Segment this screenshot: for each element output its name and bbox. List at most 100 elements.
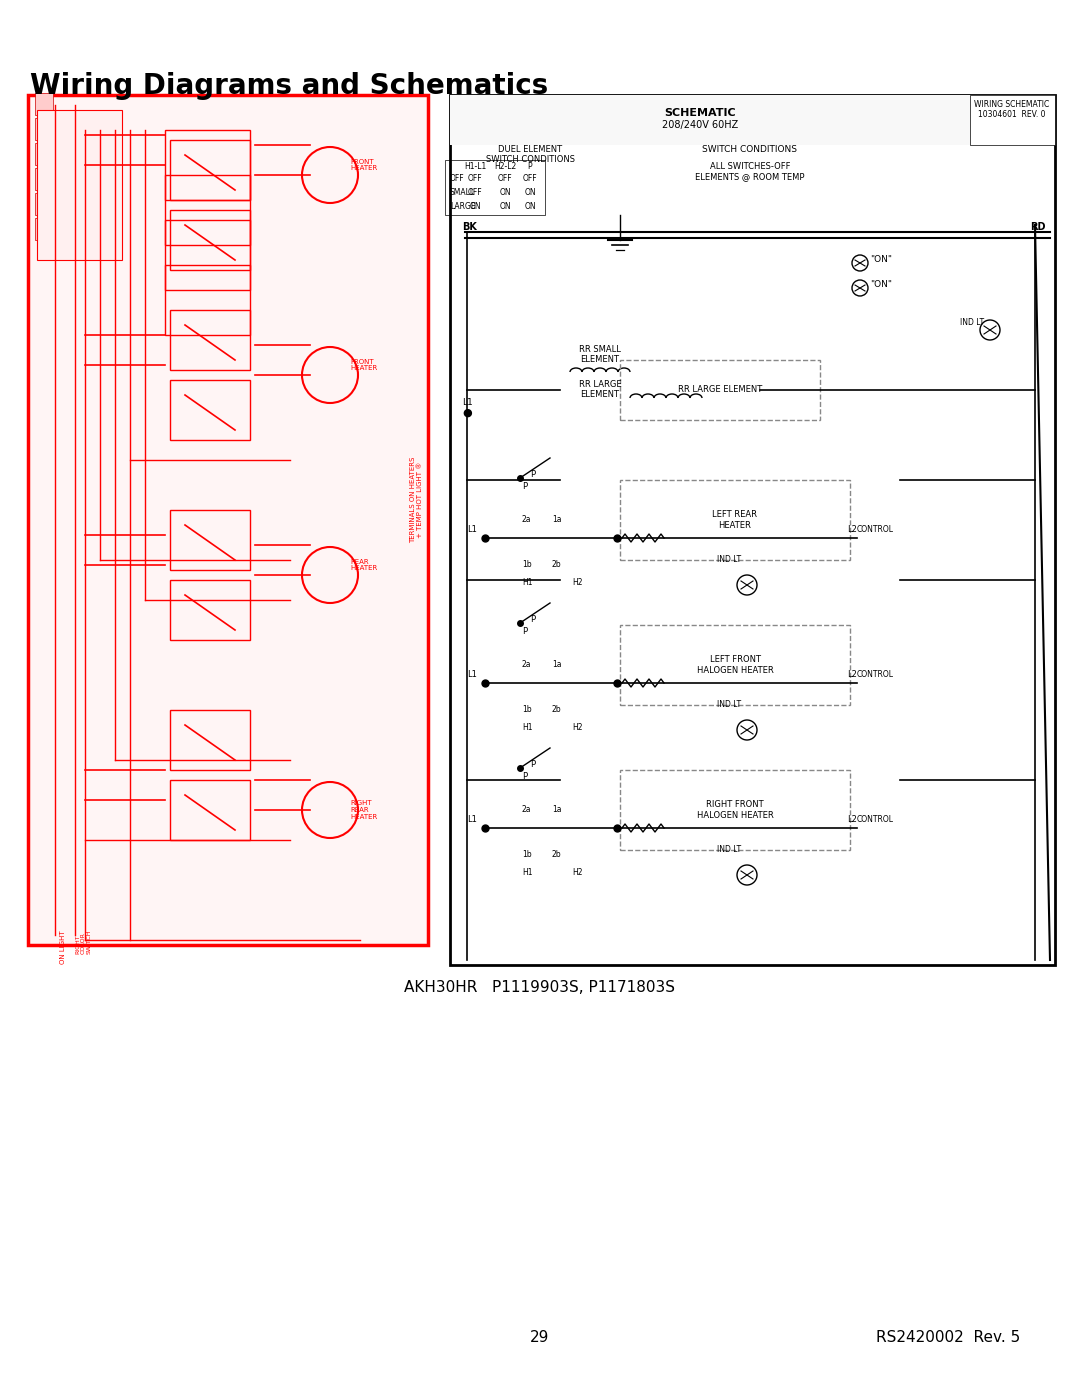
Text: L2: L2	[847, 814, 856, 824]
Text: LARGE: LARGE	[450, 203, 475, 211]
Text: ON LIGHT: ON LIGHT	[60, 930, 66, 964]
Text: H2-L2: H2-L2	[494, 162, 516, 170]
Text: OFF: OFF	[468, 189, 483, 197]
Text: L2: L2	[847, 671, 856, 679]
Text: H2: H2	[572, 724, 582, 732]
Text: RIGHT FRONT
HALOGEN HEATER: RIGHT FRONT HALOGEN HEATER	[697, 800, 773, 820]
Bar	[165, 219, 249, 291]
Text: 2a: 2a	[522, 515, 531, 524]
Text: 1b: 1b	[522, 705, 531, 714]
Text: 2b: 2b	[552, 705, 562, 714]
Text: IND LT: IND LT	[717, 845, 741, 854]
Text: H1: H1	[522, 578, 532, 587]
Text: 29: 29	[530, 1330, 550, 1345]
Bar	[35, 117, 53, 140]
Text: 2b: 2b	[552, 560, 562, 569]
Bar	[37, 110, 122, 260]
Text: ON: ON	[524, 203, 536, 211]
Bar	[170, 780, 249, 840]
Bar	[35, 168, 53, 190]
Text: P: P	[530, 469, 535, 479]
Text: L1: L1	[467, 814, 477, 824]
Text: IND LT: IND LT	[717, 700, 741, 710]
Text: + TEMP HOT LIGHT ®: + TEMP HOT LIGHT ®	[417, 462, 423, 538]
Text: RR SMALL
ELEMENT: RR SMALL ELEMENT	[579, 345, 621, 365]
Text: 1a: 1a	[552, 805, 562, 814]
Text: P: P	[522, 627, 527, 636]
Text: RD: RD	[1030, 222, 1045, 232]
Bar	[170, 310, 249, 370]
Text: L2: L2	[847, 525, 856, 534]
Text: RIGHT
COLOR
SWITCH: RIGHT COLOR SWITCH	[75, 930, 92, 954]
Text: ON: ON	[469, 203, 481, 211]
Text: SCHEMATIC: SCHEMATIC	[664, 108, 735, 117]
Text: 1a: 1a	[552, 515, 562, 524]
Text: IND LT: IND LT	[960, 319, 984, 327]
Text: 2a: 2a	[522, 659, 531, 669]
Bar	[450, 95, 1055, 965]
Text: L1: L1	[462, 398, 473, 407]
Text: OFF: OFF	[523, 175, 538, 183]
Text: L1: L1	[467, 671, 477, 679]
Text: FRONT
HEATER: FRONT HEATER	[350, 158, 377, 172]
Text: H1: H1	[522, 868, 532, 877]
Text: 1b: 1b	[522, 849, 531, 859]
Bar	[170, 140, 249, 200]
Text: REAR
HEATER: REAR HEATER	[350, 559, 377, 571]
Text: ON: ON	[524, 189, 536, 197]
Bar	[28, 95, 428, 944]
Bar	[170, 380, 249, 440]
Text: TERMINALS ON HEATERS: TERMINALS ON HEATERS	[410, 457, 416, 543]
Text: P: P	[528, 162, 532, 170]
Bar	[35, 94, 53, 115]
Text: P: P	[530, 760, 535, 768]
Bar	[165, 130, 249, 200]
Text: P: P	[522, 773, 527, 781]
Text: 2b: 2b	[552, 849, 562, 859]
Text: RR LARGE ELEMENT: RR LARGE ELEMENT	[678, 386, 762, 394]
Text: P: P	[530, 615, 535, 624]
Text: 1b: 1b	[522, 560, 531, 569]
Text: LEFT FRONT
HALOGEN HEATER: LEFT FRONT HALOGEN HEATER	[697, 655, 773, 675]
Text: RS2420002  Rev. 5: RS2420002 Rev. 5	[876, 1330, 1020, 1345]
Text: P: P	[522, 482, 527, 490]
Text: L1: L1	[467, 525, 477, 534]
Text: CONTROL: CONTROL	[858, 525, 894, 534]
Text: RR LARGE
ELEMENT: RR LARGE ELEMENT	[579, 380, 621, 400]
Text: H2: H2	[572, 578, 582, 587]
Bar	[970, 95, 1055, 145]
Text: WIRING SCHEMATIC
10304601  REV. 0: WIRING SCHEMATIC 10304601 REV. 0	[974, 101, 1050, 119]
Text: CONTROL: CONTROL	[858, 814, 894, 824]
Bar	[170, 510, 249, 570]
Text: DUEL ELEMENT
SWITCH CONDITIONS: DUEL ELEMENT SWITCH CONDITIONS	[486, 145, 575, 165]
Bar	[620, 360, 820, 420]
Text: FRONT
HEATER: FRONT HEATER	[350, 359, 377, 372]
Text: AKH30HR   P1119903S, P1171803S: AKH30HR P1119903S, P1171803S	[405, 981, 675, 995]
Text: LEFT REAR
HEATER: LEFT REAR HEATER	[713, 510, 757, 529]
Bar	[450, 95, 1055, 145]
Bar	[35, 218, 53, 240]
Text: H1-L1: H1-L1	[464, 162, 486, 170]
Text: ON: ON	[499, 189, 511, 197]
Bar	[620, 770, 850, 849]
Bar	[620, 481, 850, 560]
Bar	[35, 142, 53, 165]
Text: OFF: OFF	[450, 175, 464, 183]
Text: H2: H2	[572, 868, 582, 877]
Bar	[165, 175, 249, 244]
Bar	[35, 193, 53, 215]
Text: OFF: OFF	[498, 175, 512, 183]
Text: 2a: 2a	[522, 805, 531, 814]
Bar	[170, 210, 249, 270]
Text: ALL SWITCHES-OFF
ELEMENTS @ ROOM TEMP: ALL SWITCHES-OFF ELEMENTS @ ROOM TEMP	[696, 162, 805, 182]
Text: Wiring Diagrams and Schematics: Wiring Diagrams and Schematics	[30, 73, 549, 101]
Text: RIGHT
REAR
HEATER: RIGHT REAR HEATER	[350, 800, 377, 820]
Text: 208/240V 60HZ: 208/240V 60HZ	[662, 120, 738, 130]
Text: H1: H1	[522, 724, 532, 732]
Text: CONTROL: CONTROL	[858, 671, 894, 679]
Bar	[165, 265, 249, 335]
Text: 1a: 1a	[552, 659, 562, 669]
Bar	[620, 624, 850, 705]
Text: "ON": "ON"	[870, 279, 892, 289]
Bar	[445, 161, 545, 215]
